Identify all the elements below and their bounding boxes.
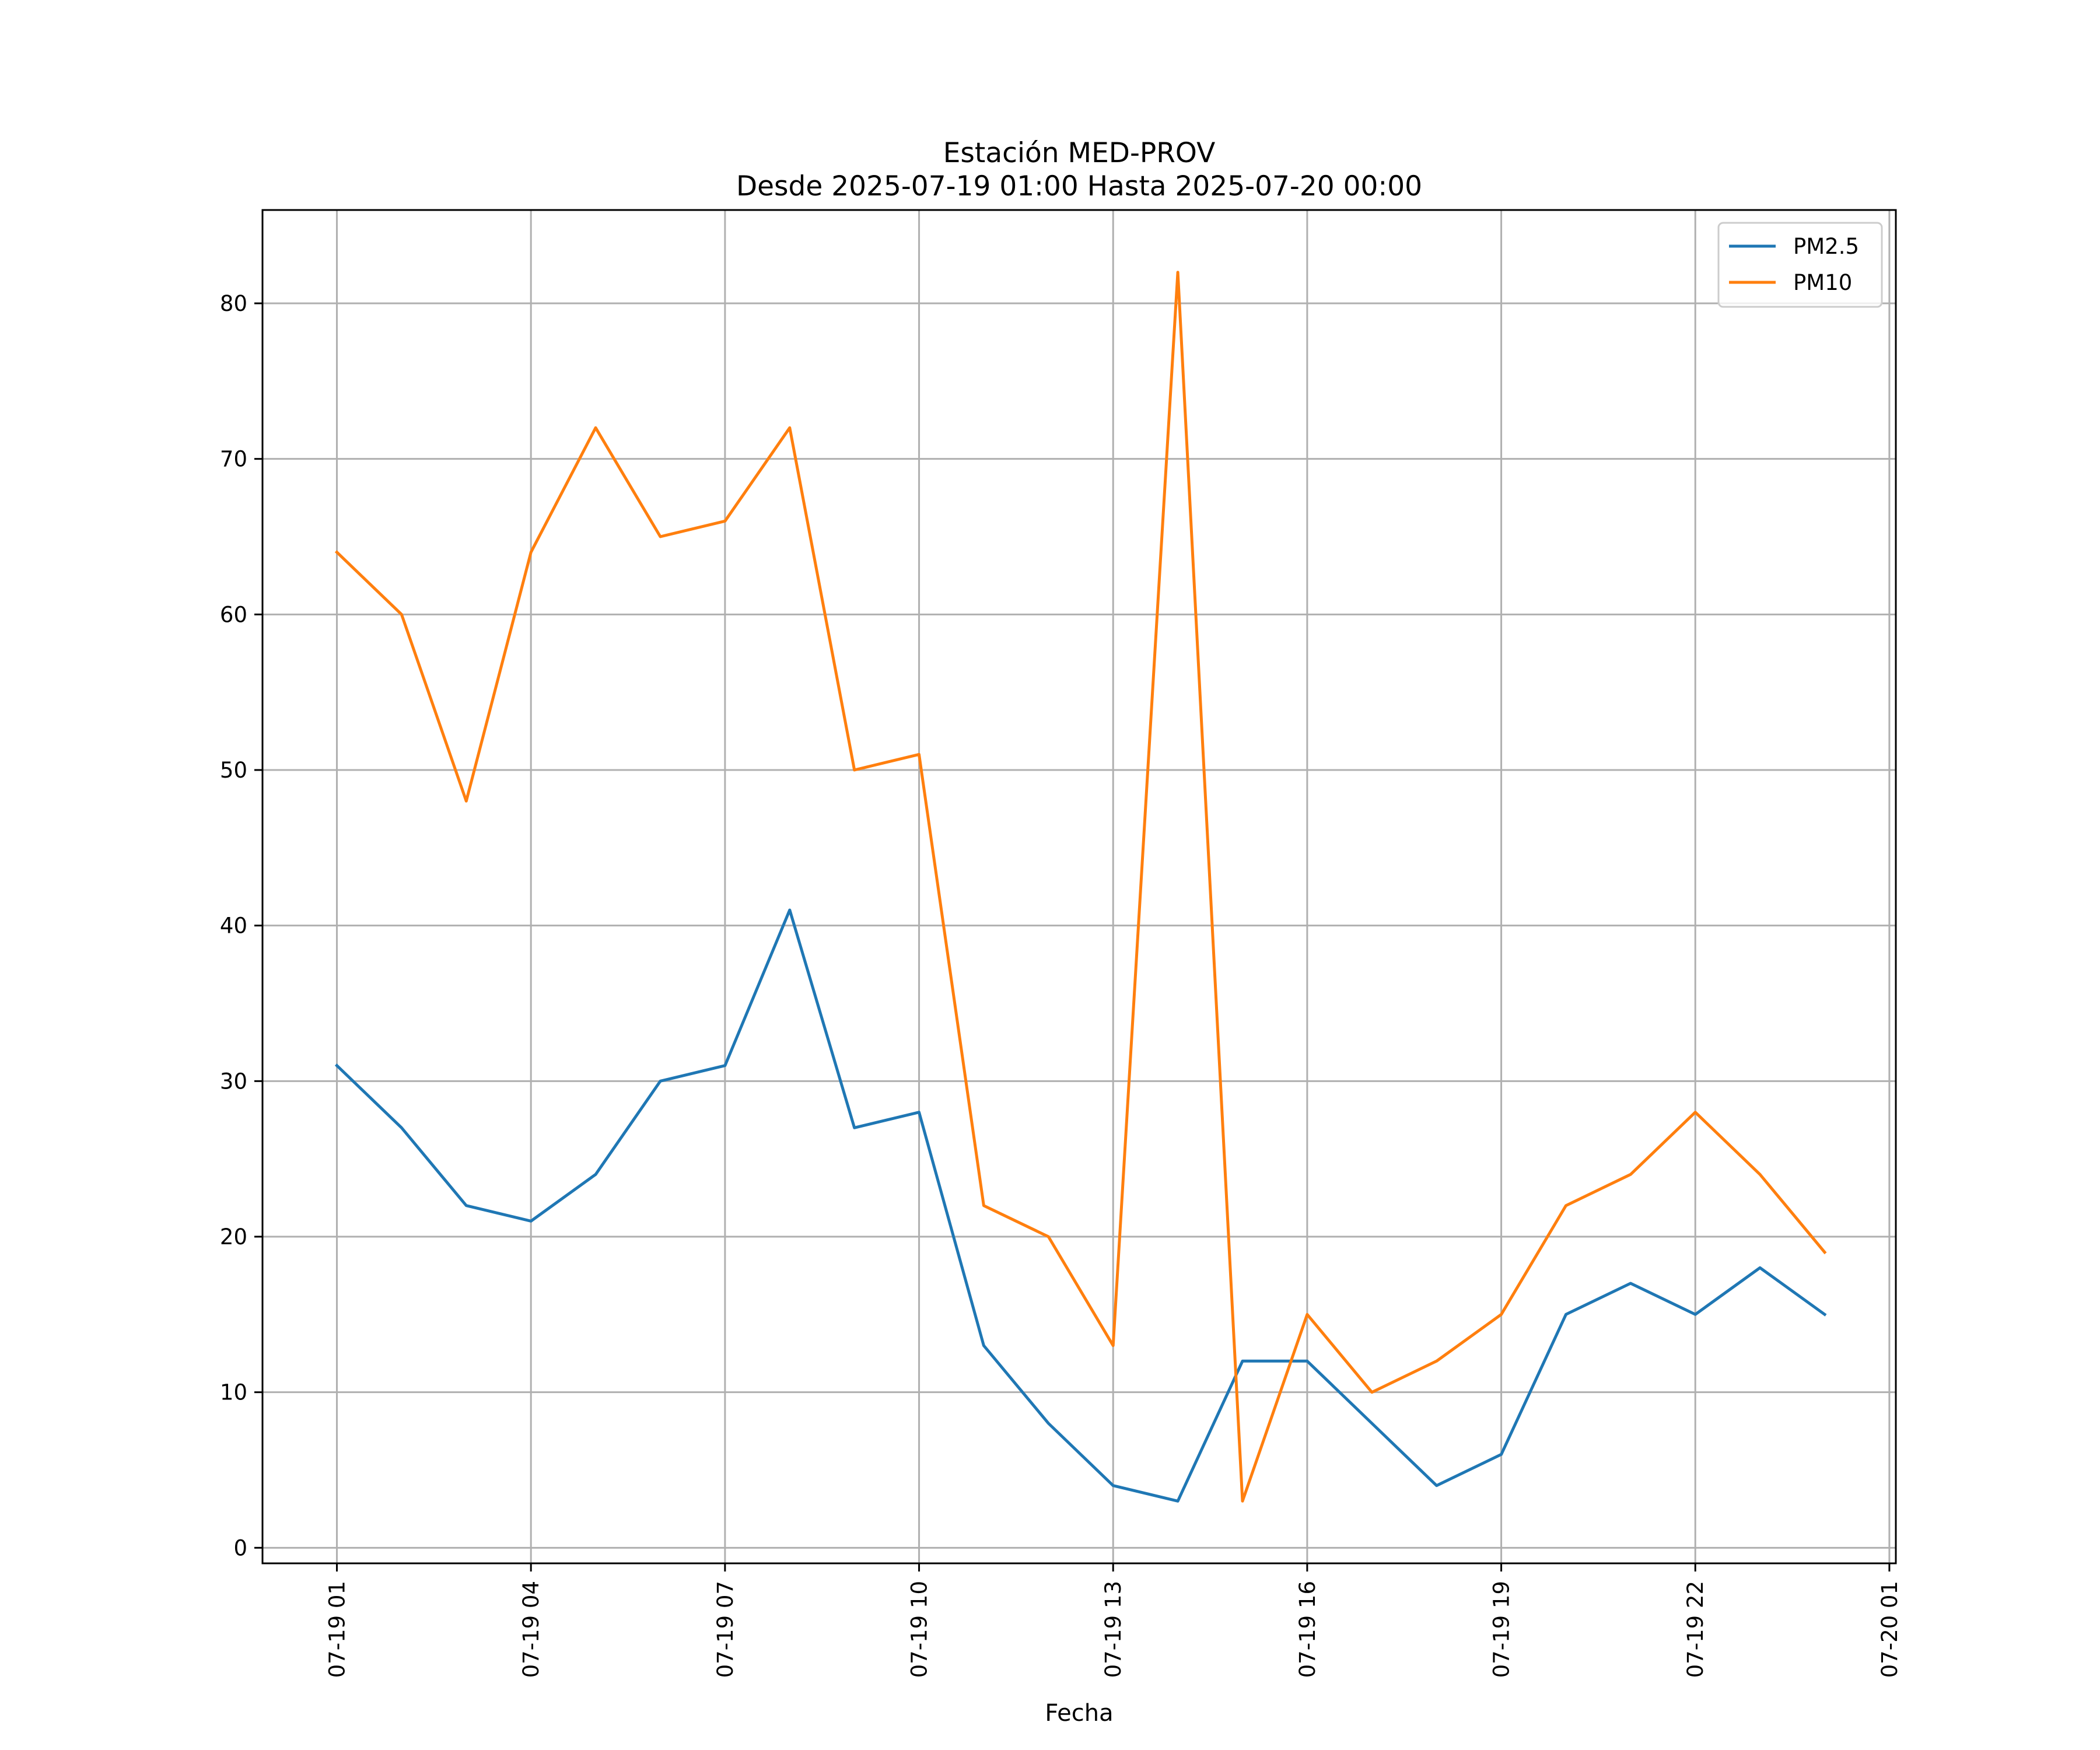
y-tick-label: 30 [220,1069,247,1094]
legend-label: PM10 [1793,270,1852,295]
x-tick-label: 07-19 22 [1683,1581,1708,1678]
x-tick-label: 07-19 16 [1295,1581,1320,1678]
chart-title: Estación MED-PROV [943,137,1216,169]
x-tick-label: 07-19 13 [1101,1581,1126,1678]
x-tick-label: 07-19 19 [1489,1581,1514,1678]
y-tick-label: 50 [220,758,247,783]
series-line-pm10 [334,271,1827,1503]
y-tick-label: 60 [220,602,247,627]
x-tick-label: 07-20 01 [1877,1581,1902,1678]
x-tick-label: 07-19 01 [325,1581,350,1678]
x-tick-label: 07-19 04 [519,1581,544,1678]
legend-label: PM2.5 [1793,234,1859,259]
legend: PM2.5 PM10 [1717,222,1883,308]
y-tick-label: 20 [220,1224,247,1250]
x-tick-label: 07-19 10 [907,1581,932,1678]
x-axis-label: Fecha [1045,1700,1113,1727]
x-axis: 07-19 01 07-19 04 07-19 07 07-19 10 07-19 13… [325,1563,1902,1678]
x-tick-label: 07-19 07 [713,1581,738,1678]
series-layer [334,271,1827,1503]
y-axis: 0 10 20 30 40 50 60 70 80 [220,291,262,1560]
chart-title-group: Estación MED-PROV Desde 2025-07-19 01:00… [736,137,1422,202]
y-tick-label: 10 [220,1380,247,1405]
y-tick-label: 0 [233,1535,247,1560]
plot-frame [261,209,1897,1564]
y-tick-label: 80 [220,291,247,316]
y-tick-label: 40 [220,914,247,939]
y-tick-label: 70 [220,447,247,472]
legend-box [1717,222,1883,308]
grid [262,210,1896,1563]
chart-subtitle: Desde 2025-07-19 01:00 Hasta 2025-07-20 … [736,170,1422,202]
series-line-pm25 [334,908,1827,1503]
